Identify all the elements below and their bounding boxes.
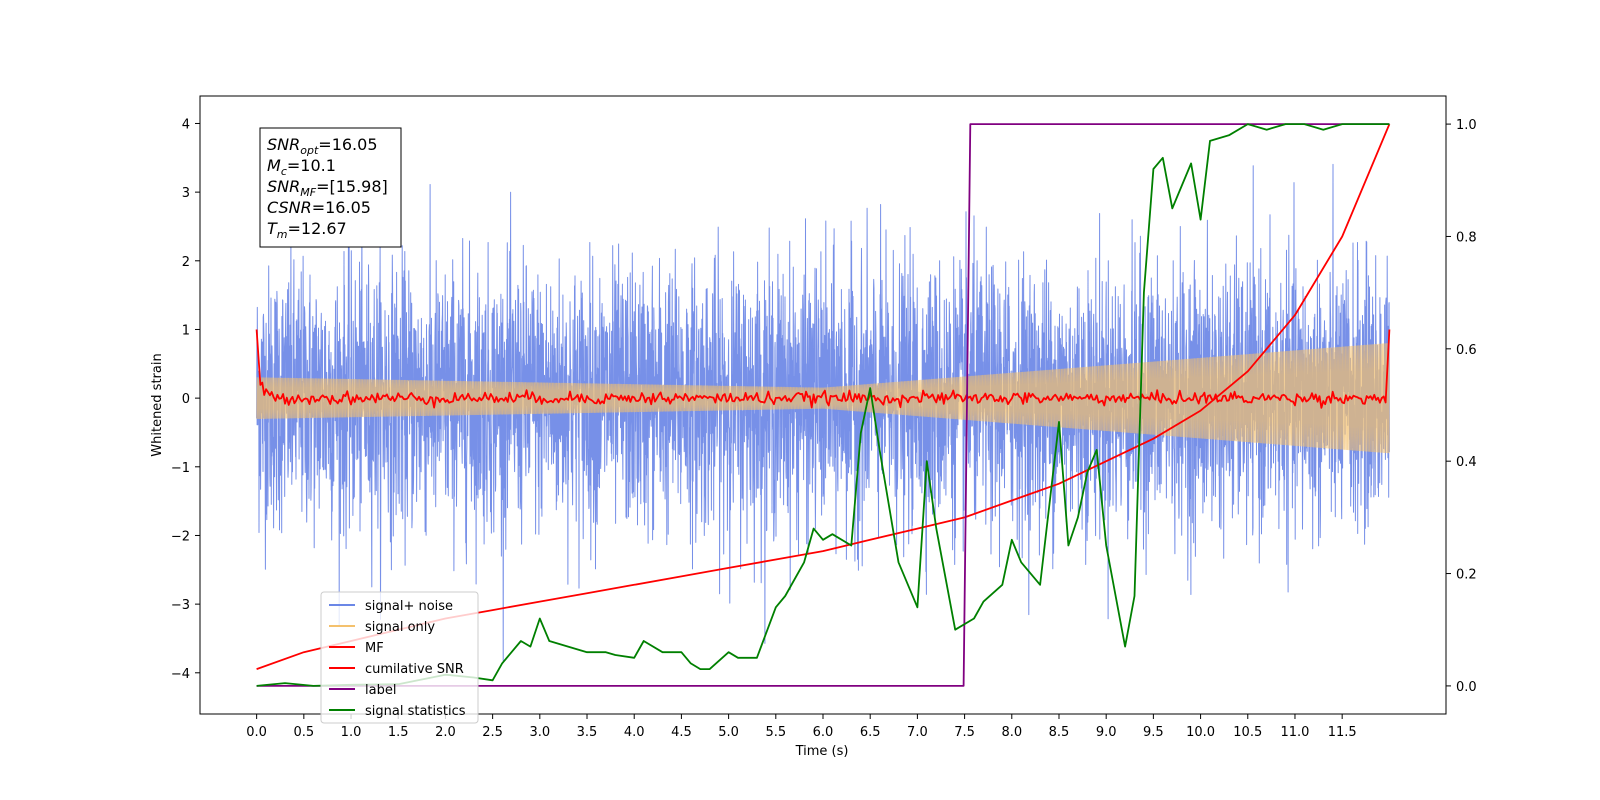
x-tick-label: 4.0 (624, 725, 645, 740)
series-line-0 (256, 163, 1390, 661)
legend-entry: signal only (365, 620, 435, 635)
y2-tick-label: 0.4 (1456, 455, 1477, 470)
x-tick-label: 5.5 (765, 725, 786, 740)
x-tick-label: 9.5 (1143, 725, 1164, 740)
y-tick-label: 0 (182, 392, 190, 407)
x-tick-label: 3.0 (529, 725, 550, 740)
y2-tick-label: 1.0 (1456, 118, 1477, 133)
x-tick-label: 0.0 (246, 725, 267, 740)
legend-frame (320, 591, 479, 724)
x-tick-label: 4.5 (671, 725, 692, 740)
y-tick-label: −4 (171, 667, 190, 682)
annotation-line: SNRMF=[15.98] (267, 177, 388, 199)
y-tick-label: 4 (182, 117, 190, 132)
x-tick-label: 0.5 (293, 725, 314, 740)
series-line-1 (256, 342, 1390, 454)
annotation-line: CSNR=16.05 (267, 198, 371, 217)
x-tick-label: 7.5 (954, 725, 975, 740)
y2-tick-label: 0.8 (1456, 230, 1477, 245)
x-tick-label: 5.0 (718, 725, 739, 740)
annotation-line: SNRopt=16.05 (267, 135, 378, 157)
y-tick-label: 1 (182, 323, 190, 338)
x-tick-label: 1.0 (341, 725, 362, 740)
annotation-line: Tm=12.67 (267, 219, 347, 241)
y-tick-label: 3 (182, 186, 190, 201)
y-axis-left: −4 −3 −2 −1 0 1 2 3 4 (171, 117, 200, 682)
legend-entry: signal statistics (365, 704, 466, 719)
legend-entry: MF (365, 641, 384, 656)
y-tick-label: −1 (171, 461, 190, 476)
x-tick-label: 10.5 (1233, 725, 1262, 740)
y-tick-label: −2 (171, 529, 190, 544)
y-tick-label: 2 (182, 255, 190, 270)
x-tick-label: 2.0 (435, 725, 456, 740)
legend: signal+ noise signal only MF cumilative SNR… (320, 591, 479, 724)
x-tick-label: 11.5 (1328, 725, 1357, 740)
x-tick-label: 2.5 (482, 725, 503, 740)
legend-entry: signal+ noise (365, 599, 453, 614)
x-tick-label: 8.5 (1049, 725, 1070, 740)
x-tick-label: 8.0 (1001, 725, 1022, 740)
y2-tick-label: 0.0 (1456, 680, 1477, 695)
x-tick-label: 1.5 (388, 725, 409, 740)
x-tick-label: 6.0 (813, 725, 834, 740)
x-axis: 0.0 0.5 1.0 1.5 2.0 2.5 3.0 3.5 4.0 4.5 5.0 5.5 6.0 6… (246, 714, 1357, 740)
legend-entry: cumilative SNR (365, 662, 464, 677)
series-line-2 (255, 329, 1391, 409)
y2-tick-label: 0.2 (1456, 568, 1477, 583)
x-tick-label: 10.0 (1186, 725, 1215, 740)
legend-entry: label (365, 683, 396, 698)
x-tick-label: 11.0 (1280, 725, 1309, 740)
annotation-frame (259, 127, 402, 248)
x-tick-label: 3.5 (577, 725, 598, 740)
annotation-line: Mc=10.1 (267, 156, 336, 178)
x-axis-label: Time (s) (795, 744, 849, 759)
x-tick-label: 7.0 (907, 725, 928, 740)
x-tick-label: 6.5 (860, 725, 881, 740)
series-line-5 (256, 123, 1390, 687)
y2-tick-label: 0.6 (1456, 343, 1477, 358)
y-axis-label: Whitened strain (150, 353, 165, 456)
series-line-4 (256, 123, 1390, 687)
y-axis-right: 0.0 0.2 0.4 0.6 0.8 1.0 (1446, 118, 1477, 695)
y-tick-label: −3 (171, 598, 190, 613)
x-tick-label: 9.0 (1096, 725, 1117, 740)
annotation-box: SNRopt=16.05Mc=10.1SNRMF=[15.98]CSNR=16.… (259, 127, 402, 248)
